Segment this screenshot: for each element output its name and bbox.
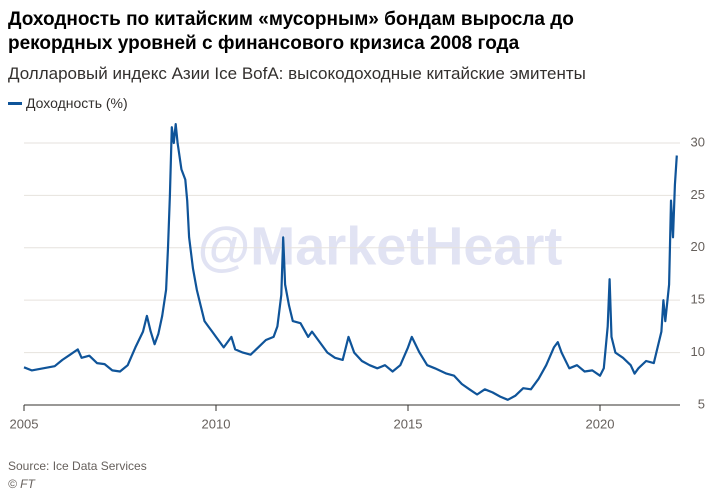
x-tick-label: 2020 xyxy=(586,416,615,431)
legend: Доходность (%) xyxy=(8,95,128,111)
chart-title: Доходность по китайским «мусорным» бонда… xyxy=(8,9,574,54)
y-tick-label: 5 xyxy=(698,396,705,411)
y-tick-label: 15 xyxy=(691,292,705,307)
watermark: @MarketHeart xyxy=(198,216,563,276)
legend-swatch xyxy=(8,101,22,105)
source: Source: Ice Data Services xyxy=(8,459,147,473)
line-series xyxy=(23,123,678,401)
chart-subtitle: Долларовый индекс Азии Ice BofA: высокод… xyxy=(8,64,586,83)
x-tick-label: 2005 xyxy=(10,416,39,431)
x-tick-label: 2015 xyxy=(394,416,423,431)
credit: © FT xyxy=(8,477,35,491)
y-tick-label: 30 xyxy=(691,134,705,149)
x-tick-label: 2010 xyxy=(202,416,231,431)
legend-label: Доходность (%) xyxy=(26,95,128,111)
y-tick-label: 25 xyxy=(691,187,705,202)
y-tick-label: 10 xyxy=(691,344,705,359)
y-tick-label: 20 xyxy=(691,239,705,254)
